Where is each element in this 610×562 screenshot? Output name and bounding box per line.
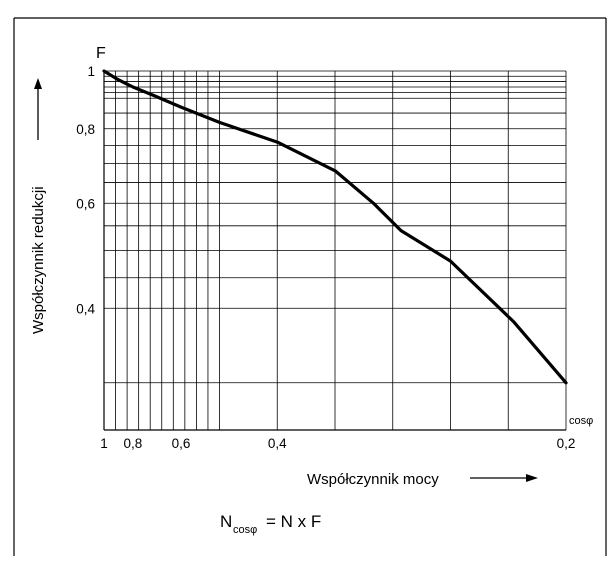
formula-lhs-subscript: cosφ <box>233 524 257 536</box>
formula-rhs: = N x F <box>266 512 321 531</box>
formula: N cosφ = N x F <box>220 512 321 536</box>
x-axis-title: Współczynnik mocy <box>307 471 439 488</box>
tick-labels: 1 0,8 0,6 0,4 0,2 1 0,8 0,6 0,4 <box>76 64 575 451</box>
x-tick-label: 0,2 <box>557 436 576 451</box>
y-axis-symbol: F <box>96 45 106 62</box>
x-tick-label: 0,8 <box>123 436 142 451</box>
y-tick-label: 0,4 <box>76 301 95 316</box>
series-line <box>102 69 568 385</box>
y-axis-title: Współczynnik redukcji <box>30 186 47 334</box>
y-tick-label: 0,6 <box>76 196 95 211</box>
series-layer <box>102 69 568 385</box>
x-axis-arrow <box>470 474 538 482</box>
grid <box>103 70 567 430</box>
x-axis-symbol: cosφ <box>569 415 593 427</box>
y-tick-label: 1 <box>87 64 95 79</box>
y-axis-arrow <box>34 78 42 140</box>
x-tick-label: 0,4 <box>268 436 287 451</box>
formula-lhs: N <box>220 512 232 531</box>
y-tick-label: 0,8 <box>76 122 95 137</box>
plot-area-border <box>103 71 566 431</box>
x-tick-label: 1 <box>100 436 108 451</box>
x-tick-label: 0,6 <box>172 436 191 451</box>
